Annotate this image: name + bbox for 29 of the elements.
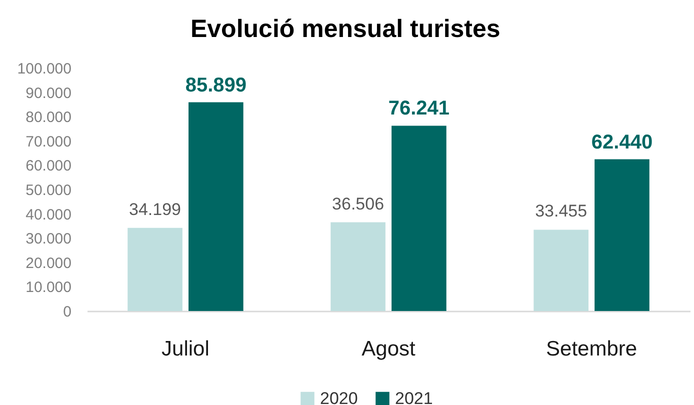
y-tick-label: 90.000 — [26, 84, 72, 102]
x-tick-label: Setembre — [546, 338, 638, 360]
y-tick-label: 10.000 — [26, 279, 72, 296]
y-tick-label: 60.000 — [26, 158, 72, 175]
data-label: 76.241 — [388, 98, 450, 120]
legend-label: 2020 — [320, 388, 358, 405]
x-tick-label: Juliol — [162, 338, 210, 360]
y-tick-label: 100.000 — [17, 60, 72, 78]
bar — [392, 126, 446, 311]
bar — [594, 159, 650, 311]
chart-title: Evolució mensual turistes — [190, 15, 500, 43]
data-label: 85.899 — [185, 74, 247, 96]
y-tick-label: 30.000 — [26, 230, 72, 248]
bar — [534, 230, 588, 311]
y-tick-label: 80.000 — [26, 109, 72, 126]
bar — [330, 222, 386, 311]
bar — [128, 228, 182, 311]
data-label: 36.506 — [332, 194, 384, 214]
data-label: 33.455 — [535, 202, 588, 221]
data-label: 62.440 — [591, 131, 653, 154]
legend-label: 2021 — [395, 388, 433, 405]
y-tick-label: 50.000 — [26, 182, 72, 199]
x-tick-label: Agost — [362, 338, 416, 360]
y-tick-label: 0 — [63, 304, 72, 320]
y-tick-label: 20.000 — [26, 254, 72, 272]
bar — [188, 102, 244, 311]
y-tick-label: 70.000 — [26, 133, 72, 150]
y-tick-label: 40.000 — [26, 206, 72, 224]
data-label: 34.199 — [129, 200, 182, 219]
